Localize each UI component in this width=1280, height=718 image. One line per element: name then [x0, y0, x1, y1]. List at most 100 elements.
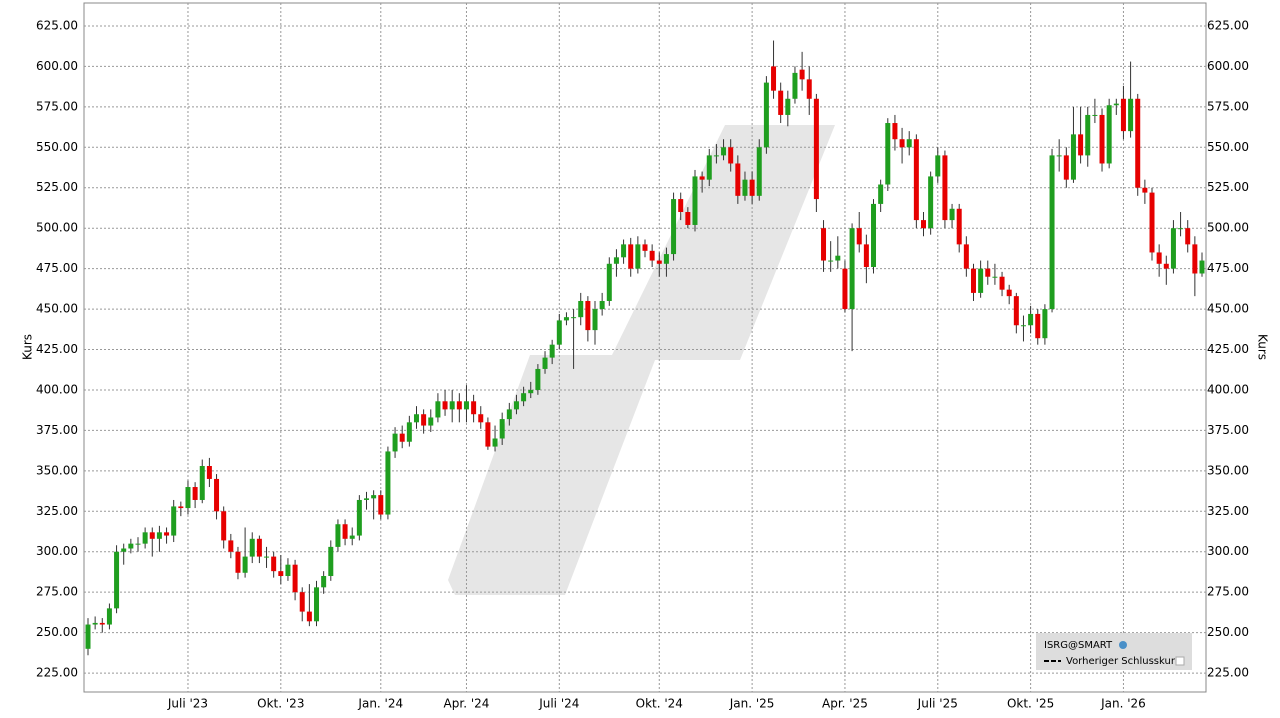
y-tick-label: 250.00: [36, 625, 78, 639]
candle-body: [556, 320, 562, 345]
candle-body: [1199, 260, 1205, 274]
candle-body: [756, 147, 762, 196]
candle-body: [613, 257, 619, 264]
y2-tick-label: 225.00: [1207, 666, 1249, 680]
candle-body: [285, 564, 291, 577]
candle-body: [685, 212, 691, 225]
candle-body: [1113, 103, 1119, 106]
candle-body: [492, 438, 498, 447]
candle-body: [321, 576, 327, 588]
candle-body: [364, 498, 369, 500]
candle-body: [985, 268, 991, 277]
candle-body: [678, 199, 684, 213]
candle-body: [992, 276, 998, 278]
candle-body: [563, 317, 569, 321]
candle-body: [413, 414, 419, 423]
candle-body: [642, 244, 648, 251]
candle-body: [1056, 155, 1062, 157]
candle-body: [921, 220, 926, 229]
y-tick-label: 375.00: [36, 423, 78, 437]
candle-body: [485, 422, 491, 447]
x-tick-label: Apr. '24: [444, 697, 490, 711]
candle-body: [635, 244, 641, 269]
x-tick-label: Apr. '25: [822, 697, 868, 711]
y-tick-label: 300.00: [36, 544, 78, 558]
y2-tick-label: 300.00: [1207, 544, 1249, 558]
candle-body: [928, 176, 934, 229]
candle-body: [528, 389, 534, 394]
y-tick-label: 575.00: [36, 99, 78, 113]
candle-body: [1092, 114, 1098, 116]
y2-tick-label: 625.00: [1207, 18, 1249, 32]
candle-body: [1099, 114, 1105, 164]
candle-body: [871, 203, 877, 268]
candle-body: [585, 300, 591, 331]
y2-tick-label: 425.00: [1207, 342, 1249, 356]
candle-body: [142, 532, 148, 544]
candle-body: [471, 401, 477, 415]
candle-body: [114, 551, 120, 609]
candle-body: [513, 401, 519, 410]
x-tick-label: Jan. '24: [357, 697, 403, 711]
candle-body: [1185, 228, 1191, 245]
candle-body: [199, 466, 205, 500]
candle-body: [592, 309, 598, 331]
candle-body: [892, 123, 898, 140]
candle-body: [371, 495, 377, 499]
candle-body: [435, 401, 441, 418]
candle-body: [1042, 309, 1048, 339]
y-tick-label: 275.00: [36, 585, 78, 599]
y2-tick-label: 525.00: [1207, 180, 1249, 194]
candle-body: [963, 244, 969, 269]
y2-tick-label: 550.00: [1207, 140, 1249, 154]
y-tick-label: 400.00: [36, 382, 78, 396]
candle-body: [278, 571, 284, 577]
legend-checkbox[interactable]: [1175, 656, 1185, 666]
candle-body: [835, 255, 841, 261]
candle-body: [671, 199, 677, 255]
candle-body: [342, 524, 348, 539]
candle-body: [878, 184, 884, 204]
y-tick-label: 225.00: [36, 666, 78, 680]
candle-body: [606, 263, 612, 301]
candle-body: [742, 179, 748, 196]
candle-body: [863, 244, 869, 268]
candle-body: [828, 260, 834, 262]
y2-axis-label: Kurs: [1256, 334, 1270, 360]
candle-body: [264, 556, 270, 558]
candle-body: [314, 587, 320, 622]
candle-body: [328, 546, 334, 577]
candle-body: [1070, 134, 1076, 180]
candle-body: [799, 69, 805, 80]
candle-body: [1035, 313, 1041, 339]
candle-body: [271, 556, 277, 572]
x-tick-label: Okt. '25: [1007, 697, 1054, 711]
y2-tick-label: 500.00: [1207, 221, 1249, 235]
candles: [85, 40, 1205, 656]
candle-body: [599, 300, 605, 310]
y2-tick-label: 375.00: [1207, 423, 1249, 437]
candle-body: [85, 624, 91, 649]
y-tick-label: 325.00: [36, 504, 78, 518]
candle-body: [749, 179, 755, 196]
x-tick-label: Juli '23: [167, 697, 208, 711]
y-tick-label: 600.00: [36, 59, 78, 73]
candle-body: [913, 139, 919, 221]
candle-body: [99, 622, 105, 625]
candle-body: [1128, 98, 1134, 132]
candle-body: [813, 98, 819, 200]
y-tick-label: 350.00: [36, 463, 78, 477]
y-tick-label: 550.00: [36, 140, 78, 154]
candle-body: [1020, 325, 1026, 327]
candle-body: [1178, 228, 1184, 230]
candle-body: [178, 506, 184, 509]
candle-body: [656, 260, 662, 264]
candle-body: [713, 155, 719, 157]
y-tick-label: 525.00: [36, 180, 78, 194]
y2-tick-label: 600.00: [1207, 59, 1249, 73]
candle-body: [542, 357, 548, 369]
candle-body: [478, 414, 484, 423]
candle-body: [949, 208, 955, 221]
candle-body: [1170, 228, 1176, 269]
